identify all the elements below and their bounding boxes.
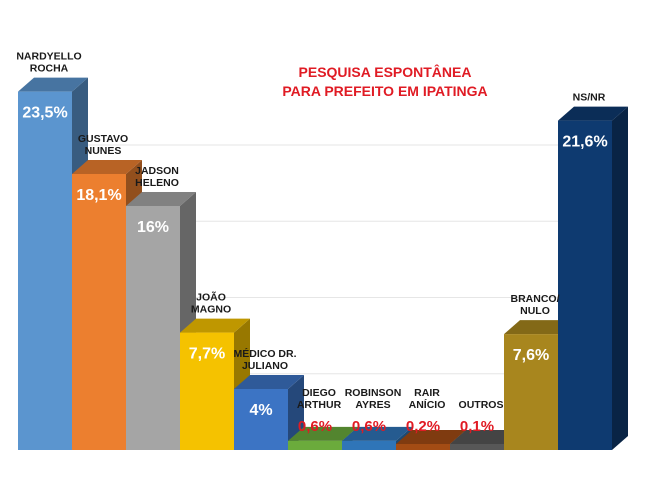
value-label-2: 16%	[137, 219, 169, 236]
value-label-0: 23,5%	[22, 105, 67, 122]
bar-front-8	[450, 444, 504, 450]
bar-front-10	[558, 120, 612, 450]
category-label-3-0: JOÃO	[196, 291, 226, 304]
value-label-5: 0,6%	[298, 418, 332, 435]
category-label-10-0: NS/NR	[573, 92, 606, 104]
value-label-1: 18,1%	[76, 187, 121, 204]
bar-top-2	[126, 192, 196, 206]
bar-top-6	[342, 426, 412, 441]
category-label-6-0: ROBINSON	[345, 387, 402, 399]
bars-group	[18, 77, 628, 450]
category-label-5-0: DIEGO	[302, 387, 336, 399]
category-label-4-0: MÉDICO DR.	[234, 347, 297, 360]
category-label-9-1: NULO	[520, 305, 550, 317]
bar-top-0	[18, 77, 88, 92]
value-label-3: 7,7%	[189, 346, 225, 363]
category-label-4-1: JULIANO	[242, 360, 288, 372]
bar-top-9	[504, 320, 574, 335]
value-label-4: 4%	[249, 402, 272, 419]
bar-10	[558, 106, 628, 450]
chart-title-line-1: PESQUISA ESPONTÂNEA	[299, 63, 472, 80]
bar-2	[126, 192, 196, 450]
bar-front-0	[18, 91, 72, 450]
bar-top-10	[558, 106, 628, 121]
bar-front-9	[504, 334, 558, 450]
bar-front-4	[234, 389, 288, 450]
value-label-8: 0,1%	[460, 418, 494, 435]
value-label-10: 21,6%	[562, 134, 607, 151]
bar-top-1	[72, 159, 142, 174]
category-label-2-1: HELENO	[135, 177, 179, 189]
bar-side-10	[612, 106, 628, 450]
category-label-8-0: OUTROS	[459, 399, 504, 411]
category-label-1-0: GUSTAVO	[78, 133, 128, 145]
bar-front-7	[396, 444, 450, 450]
bar-front-5	[288, 440, 342, 450]
value-label-9: 7,6%	[513, 347, 549, 364]
category-label-6-1: AYRES	[355, 399, 390, 411]
bar-top-3	[180, 318, 250, 333]
value-label-6: 0,6%	[352, 418, 386, 435]
bar-top-4	[234, 375, 304, 389]
value-label-7: 0,2%	[406, 418, 440, 435]
bar-top-5	[288, 426, 358, 441]
category-label-7-0: RAIR	[414, 387, 440, 399]
bar-front-3	[180, 332, 234, 450]
category-label-1-1: NUNES	[85, 145, 122, 157]
chart-title-line-2: PARA PREFEITO EM IPATINGA	[282, 83, 487, 99]
category-label-2-0: JADSON	[135, 165, 179, 177]
bar-front-1	[72, 173, 126, 450]
category-label-9-0: BRANCO/	[511, 293, 560, 305]
bar-top-8	[450, 430, 520, 444]
bar-front-6	[342, 440, 396, 450]
bar-top-7	[396, 430, 466, 444]
category-label-0-1: ROCHA	[30, 63, 69, 75]
bar-front-2	[126, 206, 180, 450]
category-label-0-0: NARDYELLO	[16, 51, 81, 63]
category-label-7-1: ANÍCIO	[409, 398, 446, 411]
category-label-5-1: ARTHUR	[297, 399, 342, 411]
category-label-3-1: MAGNO	[191, 304, 231, 316]
